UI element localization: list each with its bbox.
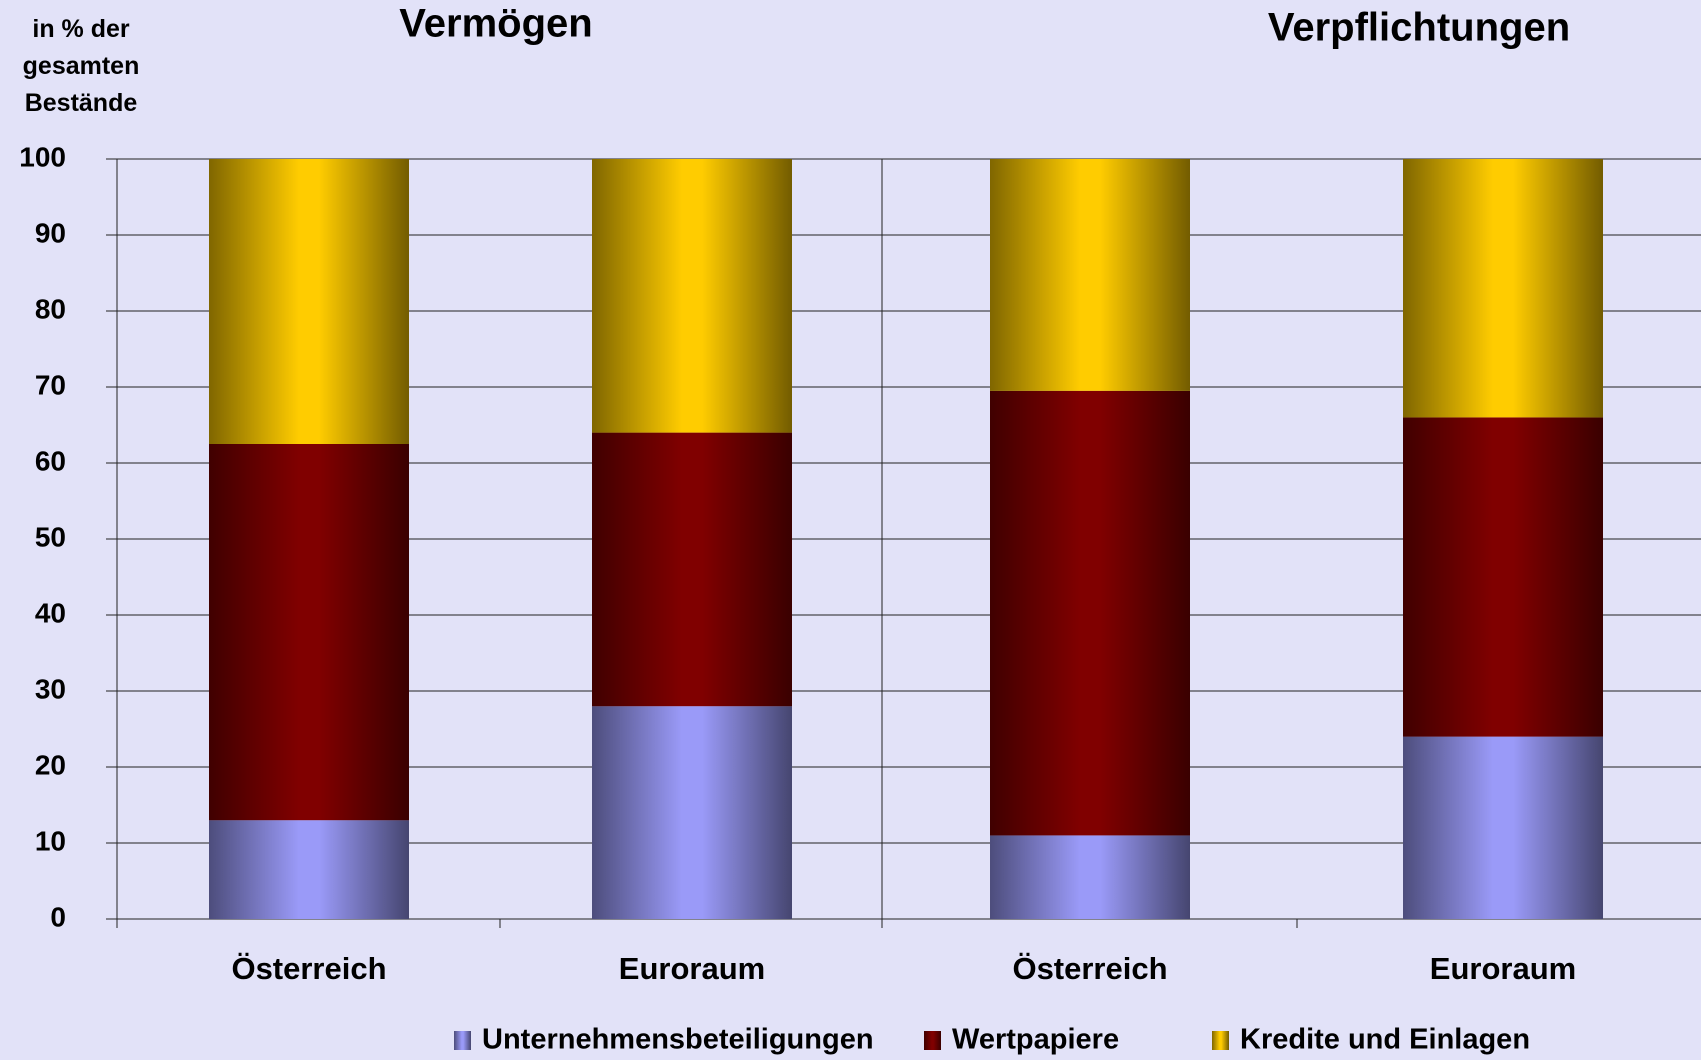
bar-shade (990, 390, 1190, 836)
legend-swatch-shade (454, 1031, 471, 1050)
y-tick-label: 100 (19, 141, 66, 172)
bar-shade (209, 444, 409, 821)
x-tick-label: Österreich (1012, 951, 1167, 986)
group-title: Vermögen (399, 2, 592, 46)
y-tick-label: 60 (35, 445, 66, 476)
bar-shade (990, 159, 1190, 391)
y-tick-label: 40 (35, 597, 66, 628)
bar-shade (1403, 159, 1603, 418)
bar-shade (990, 835, 1190, 919)
bar-shade (1403, 417, 1603, 737)
y-tick-label: 30 (35, 673, 66, 704)
y-tick-label: 0 (50, 901, 66, 932)
bar-shade (209, 820, 409, 919)
bar-shade (592, 706, 792, 919)
bar-shade (1403, 736, 1603, 919)
y-tick-label: 20 (35, 749, 66, 780)
x-tick-label: Euroraum (619, 951, 765, 986)
y-tick-label: 10 (35, 825, 66, 856)
x-tick-label: Österreich (231, 951, 386, 986)
legend-swatch-shade (1212, 1031, 1229, 1050)
legend-swatch-shade (924, 1031, 941, 1050)
group-title: Verpflichtungen (1268, 6, 1570, 50)
legend-label: Kredite und Einlagen (1240, 1024, 1530, 1056)
y-tick-label: 80 (35, 293, 66, 324)
y-axis-label: in % der gesamten Bestände (23, 15, 140, 117)
bar-shade (209, 159, 409, 444)
legend-label: Wertpapiere (952, 1024, 1119, 1056)
bar-shade (592, 159, 792, 433)
y-tick-label: 90 (35, 217, 66, 248)
y-tick-label: 50 (35, 521, 66, 552)
legend-label: Unternehmensbeteiligungen (482, 1024, 874, 1056)
y-tick-label: 70 (35, 369, 66, 400)
bar-shade (592, 432, 792, 707)
x-tick-label: Euroraum (1430, 951, 1576, 986)
